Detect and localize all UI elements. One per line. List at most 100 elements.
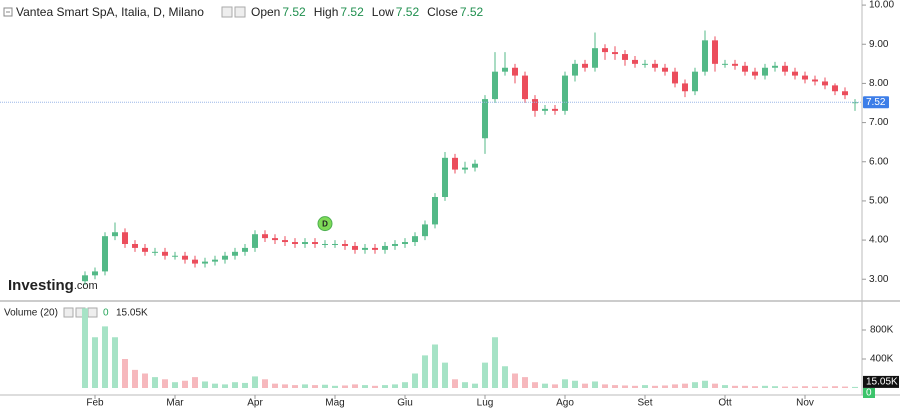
candle-body xyxy=(722,63,728,65)
volume-bar xyxy=(752,386,758,388)
candle-body xyxy=(312,242,318,244)
y-tick-label: 9.00 xyxy=(869,39,889,50)
volume-legend-last: 15.05K xyxy=(116,308,148,319)
volume-bar xyxy=(672,384,678,388)
x-tick-label: Mag xyxy=(325,398,344,409)
dividend-marker xyxy=(317,216,333,232)
volume-bar xyxy=(302,384,308,388)
candle-body xyxy=(602,48,608,53)
volume-bar xyxy=(592,381,598,388)
candle-body xyxy=(672,71,678,84)
volume-zero-label: 0 xyxy=(866,388,872,399)
candle-body xyxy=(812,79,818,82)
candle-body xyxy=(202,261,208,264)
volume-bar xyxy=(192,377,198,388)
volume-bar xyxy=(662,385,668,388)
ohlc-label: Close xyxy=(427,5,458,19)
candle-body xyxy=(492,71,498,100)
x-tick-label: Giu xyxy=(397,398,413,409)
volume-bar xyxy=(642,385,648,388)
candle-body xyxy=(292,242,298,244)
candle-body xyxy=(612,52,618,55)
candle-body xyxy=(422,224,428,237)
last-volume-label: 15.05K xyxy=(866,377,898,388)
candle-body xyxy=(632,59,638,64)
volume-legend-value: 0 xyxy=(103,308,109,319)
volume-bar xyxy=(222,384,228,388)
candle-body xyxy=(372,247,378,250)
volume-bar xyxy=(82,308,88,388)
volume-bar xyxy=(462,382,468,388)
volume-bar xyxy=(142,373,148,388)
volume-bar xyxy=(282,384,288,388)
volume-bar xyxy=(502,366,508,388)
candle-body xyxy=(662,67,668,72)
instrument-title: Vantea Smart SpA, Italia, D, Milano xyxy=(16,5,204,19)
candle-body xyxy=(262,234,268,239)
volume-bar xyxy=(802,386,808,388)
volume-bar xyxy=(272,383,278,388)
ohlc-label: Open xyxy=(251,5,280,19)
candle-body xyxy=(652,63,658,68)
volume-bar xyxy=(162,379,168,388)
volume-bar xyxy=(422,355,428,388)
x-tick-label: Ago xyxy=(556,398,574,409)
candle-body xyxy=(182,255,188,260)
candle-body xyxy=(482,99,488,139)
x-tick-label: Lug xyxy=(477,398,494,409)
candle-body xyxy=(572,63,578,76)
candle-body xyxy=(512,67,518,76)
candle-body xyxy=(852,102,858,104)
volume-y-tick-label: 400K xyxy=(870,354,894,365)
volume-icon[interactable] xyxy=(63,307,74,318)
candle-body xyxy=(802,75,808,80)
volume-bar xyxy=(732,385,738,388)
volume-bar xyxy=(822,386,828,388)
candle-body xyxy=(832,85,838,92)
candle-body xyxy=(442,157,448,197)
candle-body xyxy=(682,83,688,92)
settings-icon[interactable] xyxy=(221,6,233,18)
volume-bar xyxy=(252,376,258,388)
candle-body xyxy=(592,48,598,68)
x-tick-label: Apr xyxy=(247,398,263,409)
dividend-label: D xyxy=(322,220,328,229)
volume-icon[interactable] xyxy=(87,307,98,318)
candle-body xyxy=(842,91,848,96)
volume-bar xyxy=(442,362,448,388)
x-tick-label: Mar xyxy=(166,398,184,409)
candle-body xyxy=(232,251,238,256)
candle-body xyxy=(402,242,408,244)
volume-bar xyxy=(262,379,268,388)
volume-bar xyxy=(102,326,108,388)
candle-body xyxy=(792,71,798,76)
volume-bar xyxy=(482,362,488,388)
volume-bar xyxy=(832,386,838,388)
candle-body xyxy=(742,65,748,72)
volume-bar xyxy=(362,385,368,388)
volume-bar xyxy=(532,382,538,388)
volume-bar xyxy=(582,383,588,388)
candle-body xyxy=(142,247,148,252)
candle-body xyxy=(222,255,228,260)
close-icon[interactable] xyxy=(234,6,246,18)
volume-bar xyxy=(652,385,658,388)
ohlc-value: 7.52 xyxy=(460,5,484,19)
candle-body xyxy=(382,245,388,250)
y-tick-label: 4.00 xyxy=(869,235,889,246)
volume-bar xyxy=(322,384,328,388)
volume-bar xyxy=(452,379,458,388)
volume-title: Volume (20) xyxy=(4,308,58,319)
volume-bar xyxy=(772,386,778,388)
last-price-label: 7.52 xyxy=(866,97,886,108)
candle-body xyxy=(362,247,368,250)
volume-zero-tag xyxy=(863,388,875,398)
volume-bar xyxy=(522,377,528,388)
volume-bar xyxy=(182,380,188,388)
volume-bar xyxy=(702,380,708,388)
y-tick-label: 5.00 xyxy=(869,196,889,207)
candle-body xyxy=(152,251,158,253)
collapse-icon[interactable] xyxy=(3,7,13,17)
volume-bar xyxy=(332,385,338,388)
